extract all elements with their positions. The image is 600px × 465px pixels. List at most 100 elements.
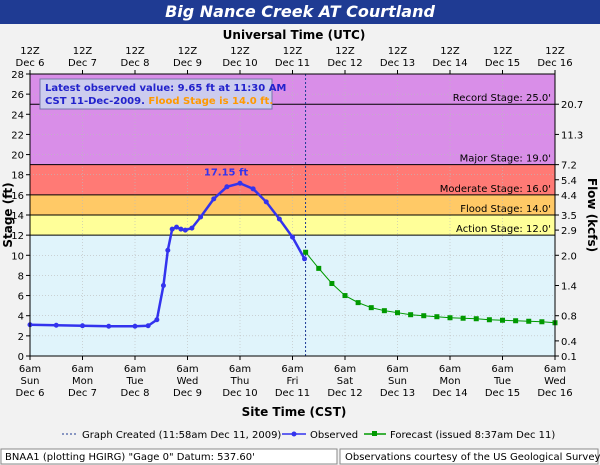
observed-point xyxy=(189,225,195,231)
latest-observation-text: Latest observed value: 9.65 ft at 11:30 … xyxy=(45,83,286,94)
utc-tick-date: Dec 8 xyxy=(121,58,150,69)
observed-point xyxy=(53,322,59,328)
utc-tick-time: 12Z xyxy=(440,46,460,57)
utc-tick-time: 12Z xyxy=(493,46,513,57)
stage-axis-label: Stage (ft) xyxy=(1,182,15,247)
site-time-tick-label: Wed xyxy=(177,376,199,387)
stage-tick-label: 6 xyxy=(18,292,24,303)
site-time-tick-label: Mon xyxy=(72,376,93,387)
site-time-tick-label: Tue xyxy=(125,376,143,387)
flood-band-1 xyxy=(30,215,555,236)
flow-tick-label: 20.7 xyxy=(561,100,583,111)
observed-point xyxy=(250,186,256,192)
legend: Graph Created (11:58am Dec 11, 2009) Obs… xyxy=(62,430,555,441)
stage-tick-label: 18 xyxy=(11,171,24,182)
forecast-point xyxy=(381,308,387,314)
forecast-point xyxy=(368,305,374,311)
forecast-point xyxy=(342,293,348,299)
observed-point xyxy=(169,226,175,232)
forecast-point xyxy=(421,313,427,319)
forecast-point xyxy=(473,316,479,322)
forecast-point xyxy=(316,265,322,271)
svg-text:CST 11-Dec-2009. Flood: CST 11-Dec-2009. Flood Stage is 14.0 ft. xyxy=(45,96,273,107)
flow-tick-label: 1.4 xyxy=(561,282,577,293)
site-time-tick-label: Dec 15 xyxy=(485,388,520,399)
utc-tick-date: Dec 9 xyxy=(173,58,202,69)
legend-observed: Observed xyxy=(310,430,358,441)
observed-point xyxy=(198,214,204,220)
stage-line-label: Action Stage: 12.0' xyxy=(456,224,551,235)
observed-point xyxy=(237,180,243,186)
flow-tick-label: 5.4 xyxy=(561,176,577,187)
flow-tick-label: 0.1 xyxy=(561,352,577,363)
site-time-tick-label: Sun xyxy=(20,376,39,387)
bottom-axis-label: Site Time (CST) xyxy=(242,405,347,419)
utc-tick-date: Dec 12 xyxy=(327,58,362,69)
flow-axis-label: Flow (kcfs) xyxy=(585,178,599,252)
flow-tick-label: 0.8 xyxy=(561,312,577,323)
site-time-tick-label: 6am xyxy=(19,364,41,375)
site-time-tick-label: Sat xyxy=(337,376,353,387)
stage-tick-label: 22 xyxy=(11,130,24,141)
flow-tick-label: 7.2 xyxy=(561,161,577,172)
forecast-point xyxy=(486,317,492,323)
stage-tick-label: 16 xyxy=(11,191,24,202)
latest-observation-box: Latest observed value: 9.65 ft at 11:30 … xyxy=(39,78,286,110)
site-time-tick-label: Dec 9 xyxy=(173,388,202,399)
site-time-tick-label: Dec 14 xyxy=(432,388,467,399)
latest-observation-date: CST 11-Dec-2009. xyxy=(45,96,145,107)
site-time-tick-label: Tue xyxy=(493,376,511,387)
utc-tick-time: 12Z xyxy=(73,46,93,57)
site-time-tick-label: Dec 7 xyxy=(68,388,97,399)
flood-stage-note: Flood Stage is 14.0 ft. xyxy=(148,96,273,107)
utc-tick-date: Dec 14 xyxy=(432,58,467,69)
stage-line-label: Moderate Stage: 16.0' xyxy=(440,184,551,195)
forecast-point xyxy=(303,249,309,255)
observed-point xyxy=(106,323,112,329)
stage-tick-label: 2 xyxy=(18,332,24,343)
site-time-tick-label: 6am xyxy=(71,364,93,375)
observed-point xyxy=(276,216,282,222)
site-time-tick-label: 6am xyxy=(281,364,303,375)
site-time-tick-label: 6am xyxy=(176,364,198,375)
utc-tick-time: 12Z xyxy=(20,46,40,57)
site-time-tick-label: Dec 11 xyxy=(275,388,310,399)
site-time-tick-label: Sun xyxy=(388,376,407,387)
observed-point xyxy=(290,234,295,240)
utc-tick-time: 12Z xyxy=(388,46,408,57)
observed-point xyxy=(80,323,85,329)
stage-tick-label: 4 xyxy=(18,312,24,323)
forecast-point xyxy=(329,280,335,286)
utc-tick-time: 12Z xyxy=(125,46,145,57)
footer: BNAA1 (plotting HGIRG) "Gage 0" Datum: 5… xyxy=(0,448,600,465)
stage-tick-label: 24 xyxy=(11,110,24,121)
stage-line-label: Major Stage: 19.0' xyxy=(460,154,551,165)
forecast-point xyxy=(539,319,545,325)
observed-point xyxy=(302,256,308,262)
observed-point xyxy=(178,226,184,232)
utc-tick-time: 12Z xyxy=(178,46,198,57)
top-axis-label: Universal Time (UTC) xyxy=(223,28,366,42)
stage-threshold-lines: Record Stage: 25.0' Major Stage: 19.0' Mod… xyxy=(30,93,555,236)
observed-point xyxy=(211,196,217,202)
flow-tick-label: 3.5 xyxy=(561,211,577,222)
site-time-tick-label: Wed xyxy=(544,376,566,387)
site-time-tick-label: 6am xyxy=(439,364,461,375)
site-time-tick-label: 6am xyxy=(386,364,408,375)
stage-tick-label: 12 xyxy=(11,231,24,242)
forecast-point xyxy=(447,315,453,321)
forecast-point xyxy=(526,318,532,324)
svg-text:Latest observed value: 9.65 ft: Latest observed value: 9.65 ft at 11:30 … xyxy=(45,83,286,94)
observed-point xyxy=(224,184,230,190)
site-time-tick-label: Mon xyxy=(439,376,460,387)
footer-credit: Observations courtesy of the US Geologic… xyxy=(345,452,600,463)
observed-point xyxy=(182,227,188,233)
site-time-tick-label: 6am xyxy=(544,364,566,375)
observed-point xyxy=(145,323,151,329)
flow-tick-label: 2.9 xyxy=(561,226,577,237)
utc-tick-date: Dec 16 xyxy=(537,58,572,69)
forecast-point xyxy=(395,310,400,316)
forecast-point xyxy=(460,315,466,321)
site-time-tick-label: Fri xyxy=(287,376,299,387)
